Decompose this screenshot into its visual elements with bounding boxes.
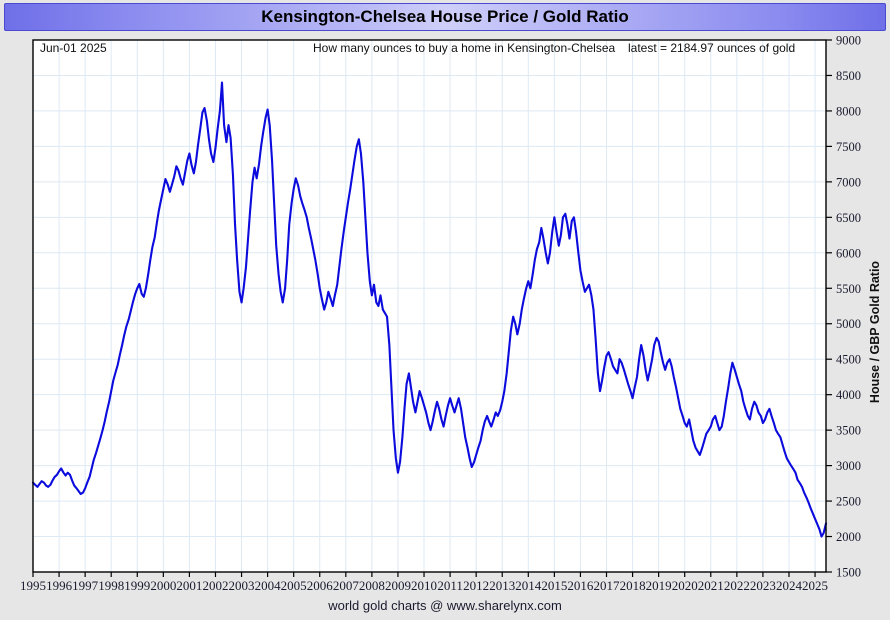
latest-value-label: latest = 2184.97 ounces of gold — [628, 41, 795, 55]
y-axis-tick-label: 4000 — [836, 388, 861, 402]
y-axis-tick-label: 1500 — [836, 566, 861, 580]
y-axis-tick-label: 3500 — [836, 424, 861, 438]
x-axis-tick-label: 2011 — [437, 578, 463, 593]
footer-credit: world gold charts @ www.sharelynx.com — [327, 598, 562, 613]
x-axis-tick-label: 1997 — [72, 578, 99, 593]
date-stamp-label: Jun-01 2025 — [40, 41, 107, 55]
vertical-gridlines — [58, 40, 816, 572]
x-axis-tick-label: 2016 — [567, 578, 594, 593]
x-axis-tick-label: 2002 — [202, 578, 228, 593]
x-axis-tick-label: 1996 — [46, 578, 73, 593]
x-axis: 1995 1996 1997 1998 1999 2000 2001 2002 2003 2004… — [20, 572, 828, 593]
x-axis-tick-label: 2007 — [333, 578, 360, 593]
x-axis-tick-label: 2024 — [776, 578, 803, 593]
y-axis-tick-label: 8500 — [836, 69, 861, 83]
x-axis-tick-label: 2015 — [541, 578, 567, 593]
x-axis-tick-label: 2009 — [385, 578, 411, 593]
x-axis-tick-label: 2000 — [150, 578, 176, 593]
x-axis-tick-label: 2018 — [620, 578, 646, 593]
y-axis-tick-label: 5500 — [836, 282, 861, 296]
y-axis-title: House / GBP Gold Ratio — [868, 261, 882, 404]
x-axis-tick-label: 2003 — [229, 578, 255, 593]
plot-frame — [32, 39, 827, 573]
x-axis-tick-label: 1998 — [98, 578, 124, 593]
y-axis-tick-label: 7500 — [836, 140, 861, 154]
x-axis-tick-label: 2014 — [515, 578, 542, 593]
plot-background — [33, 40, 826, 572]
series-line-house-gold-ratio — [31, 81, 828, 538]
chart-description-label: How many ounces to buy a home in Kensing… — [313, 41, 616, 55]
y-axis-tick-label: 9000 — [836, 34, 861, 48]
x-axis-tick-label: 2013 — [489, 578, 515, 593]
y-axis-tick-label: 5000 — [836, 317, 861, 331]
x-axis-tick-label: 2022 — [724, 578, 750, 593]
y-axis-tick-label: 2500 — [836, 495, 861, 509]
x-axis-tick-label: 2006 — [307, 578, 334, 593]
data-series-group — [31, 81, 828, 538]
y-axis-tick-label: 6500 — [836, 211, 861, 225]
y-axis: 1500 2000 2500 3000 3500 4000 4500 5000 5500 6000… — [826, 34, 861, 580]
x-axis-tick-label: 2021 — [698, 578, 724, 593]
x-axis-tick-label: 2023 — [750, 578, 776, 593]
x-axis-tick-label: 2008 — [359, 578, 385, 593]
window-titlebar: Kensington-Chelsea House Price / Gold Ra… — [4, 3, 886, 31]
x-axis-tick-label: 2004 — [255, 578, 282, 593]
x-axis-tick-label: 2010 — [411, 578, 437, 593]
x-axis-tick-label: 2019 — [646, 578, 672, 593]
y-axis-tick-label: 8000 — [836, 104, 861, 118]
y-axis-tick-label: 6000 — [836, 246, 861, 260]
y-axis-tick-label: 3000 — [836, 459, 861, 473]
chart-container: 1500 2000 2500 3000 3500 4000 4500 5000 5500 6000… — [0, 32, 890, 620]
x-axis-tick-label: 1999 — [124, 578, 150, 593]
x-axis-tick-label: 1995 — [20, 578, 46, 593]
y-axis-tick-label: 2000 — [836, 530, 861, 544]
x-axis-tick-label: 2012 — [463, 578, 489, 593]
x-axis-tick-label: 2001 — [176, 578, 202, 593]
y-axis-tick-label: 4500 — [836, 353, 861, 367]
x-axis-tick-label: 2017 — [594, 578, 621, 593]
x-axis-tick-label: 2025 — [802, 578, 828, 593]
x-axis-tick-label: 2005 — [281, 578, 307, 593]
page-title: Kensington-Chelsea House Price / Gold Ra… — [261, 7, 629, 26]
x-axis-tick-label: 2020 — [672, 578, 698, 593]
y-axis-tick-label: 7000 — [836, 175, 861, 189]
house-price-gold-ratio-chart: 1500 2000 2500 3000 3500 4000 4500 5000 5500 6000… — [20, 34, 882, 614]
